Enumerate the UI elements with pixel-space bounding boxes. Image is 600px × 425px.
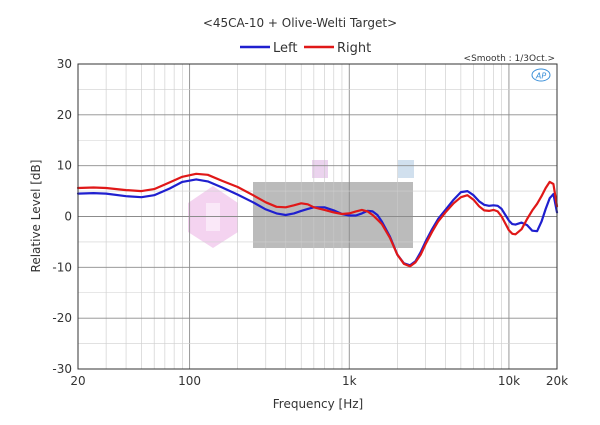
grid-lines [78, 64, 557, 369]
legend-label-left: Left [273, 41, 297, 56]
series-layer [76, 172, 559, 268]
series-line-right [76, 172, 559, 268]
x-tick-label: 10k [498, 374, 520, 388]
x-tick-label: 20 [70, 374, 85, 388]
x-tick-label: 1k [342, 374, 357, 388]
x-tick-label: 20k [546, 374, 568, 388]
watermark-hexagon-slot [206, 203, 220, 231]
y-tick-label: 20 [57, 108, 72, 122]
x-axis-label: Frequency [Hz] [273, 397, 364, 411]
y-tick-label: 0 [64, 210, 72, 224]
ap-badge-outline [531, 68, 551, 82]
plot-border [77, 63, 558, 370]
watermark-logo [188, 160, 414, 248]
watermark-dot [312, 160, 328, 178]
y-tick-label: 10 [57, 159, 72, 173]
y-tick-label: -10 [52, 260, 72, 274]
y-axis-ticks: 30 20 10 0 -10 -20 -30 [52, 57, 72, 376]
y-tick-label: -20 [52, 311, 72, 325]
ap-badge: AP [531, 68, 551, 82]
legend-label-right: Right [337, 41, 371, 56]
y-axis-label: Relative Level [dB] [29, 160, 43, 273]
ap-badge-text: AP [535, 72, 546, 81]
y-tick-label: -30 [52, 362, 72, 376]
x-axis-ticks: 20 100 1k 10k 20k [70, 374, 568, 388]
chart-title: <45CA-10 + Olive-Welti Target> [203, 16, 397, 30]
legend: Left Right [240, 41, 371, 56]
watermark-dot [398, 160, 414, 178]
plot-frame [77, 63, 558, 370]
y-tick-label: 30 [57, 57, 72, 71]
smoothing-label: <Smooth : 1/3Oct.> [464, 54, 555, 64]
x-tick-label: 100 [178, 374, 201, 388]
